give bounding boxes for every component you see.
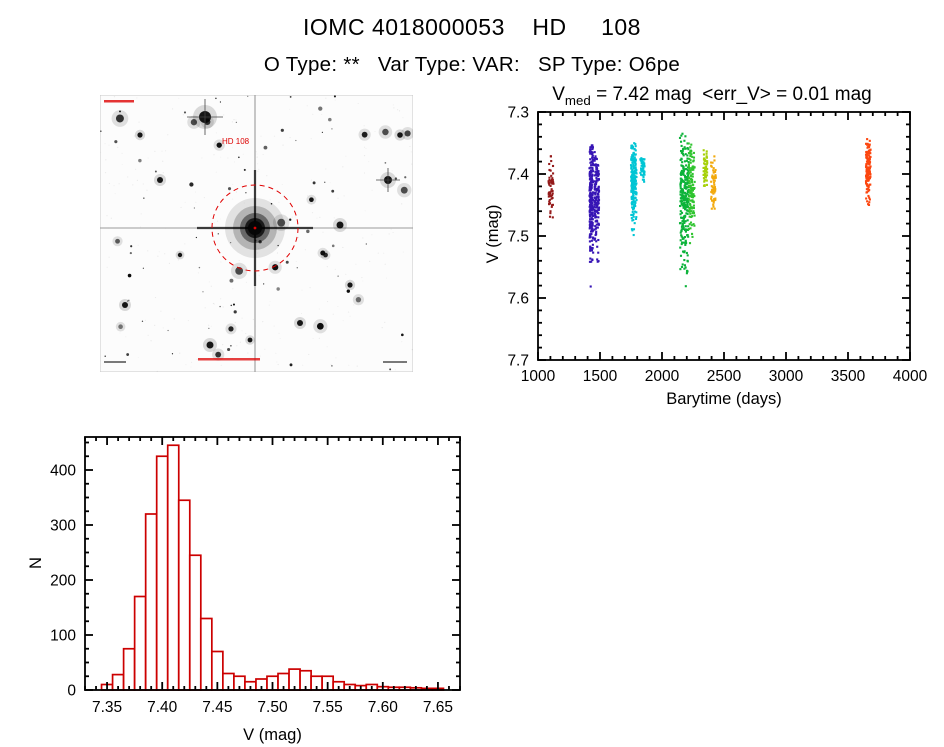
histogram-tick-labels: 7.35 7.40 7.45 7.50 7.55 7.60 7.65 0 100 200 300 40… <box>50 463 453 717</box>
page-title: IOMC 4018000053 HD 108 <box>303 14 641 40</box>
annotation-marks <box>104 100 407 363</box>
lightcurve-stats-values: = 7.42 mag <err_V> = 0.01 mag <box>590 84 872 105</box>
tick-label: 7.35 <box>92 699 122 716</box>
finder-chart-image: HD 108 <box>100 95 413 372</box>
target-label: HD 108 <box>222 137 250 146</box>
tick-label: 7.65 <box>423 699 453 716</box>
aperture-circle <box>211 184 299 272</box>
histogram-axes <box>84 436 461 691</box>
tick-label: 1500 <box>583 368 618 385</box>
tick-label: 7.55 <box>313 699 343 716</box>
field-stars <box>100 95 413 371</box>
tick-label: 7.7 <box>507 353 529 370</box>
tick-label: 4000 <box>893 368 928 385</box>
tick-label: 3500 <box>831 368 866 385</box>
tick-label: 7.40 <box>147 699 178 716</box>
tick-label: 7.45 <box>202 699 232 716</box>
image-noise <box>100 96 413 372</box>
lightcurve-stats-title: Vmed = 7.42 mag <err_V> = 0.01 mag <box>480 84 944 108</box>
lightcurve-ylabel: V (mag) <box>484 204 502 264</box>
tick-label: 200 <box>50 573 76 590</box>
tick-label: 7.5 <box>507 229 529 246</box>
tick-label: 7.4 <box>507 167 529 184</box>
histogram-xlabel: V (mag) <box>243 726 302 744</box>
tick-label: 2500 <box>707 368 742 385</box>
tick-label: 1000 <box>521 368 556 385</box>
histogram-bars <box>100 444 445 691</box>
lightcurve-tick-labels: 1000 1500 2000 2500 3000 3500 4000 7.3 7.4 7.5 7.6… <box>507 105 927 386</box>
histogram-plot: 7.35 7.40 7.45 7.50 7.55 7.60 7.65 0 100 200 300 40… <box>50 436 461 717</box>
tick-label: 3000 <box>769 368 804 385</box>
lightcurve-xlabel: Barytime (days) <box>666 390 782 408</box>
histogram-ylabel: N <box>27 557 45 569</box>
tick-label: 0 <box>67 683 76 700</box>
vmed-symbol: V <box>552 84 565 105</box>
lightcurve-axes <box>537 111 911 361</box>
tick-label: 400 <box>50 463 76 480</box>
vmed-subscript: med <box>564 92 591 108</box>
tick-label: 7.50 <box>257 699 288 716</box>
tick-label: 2000 <box>645 368 680 385</box>
tick-label: 100 <box>50 628 76 645</box>
tick-label: 300 <box>50 518 76 535</box>
lightcurve-plot: 1000 1500 2000 2500 3000 3500 4000 7.3 7.4 7.5 7.6… <box>507 105 927 386</box>
tick-label: 7.6 <box>507 291 529 308</box>
target-center-mark <box>253 226 257 230</box>
scatter-points <box>547 132 872 288</box>
tick-label: 7.60 <box>368 699 399 716</box>
page-subtitle: O Type: ** Var Type: VAR: SP Type: O6pe <box>263 53 681 76</box>
tick-label: 7.3 <box>507 105 529 122</box>
